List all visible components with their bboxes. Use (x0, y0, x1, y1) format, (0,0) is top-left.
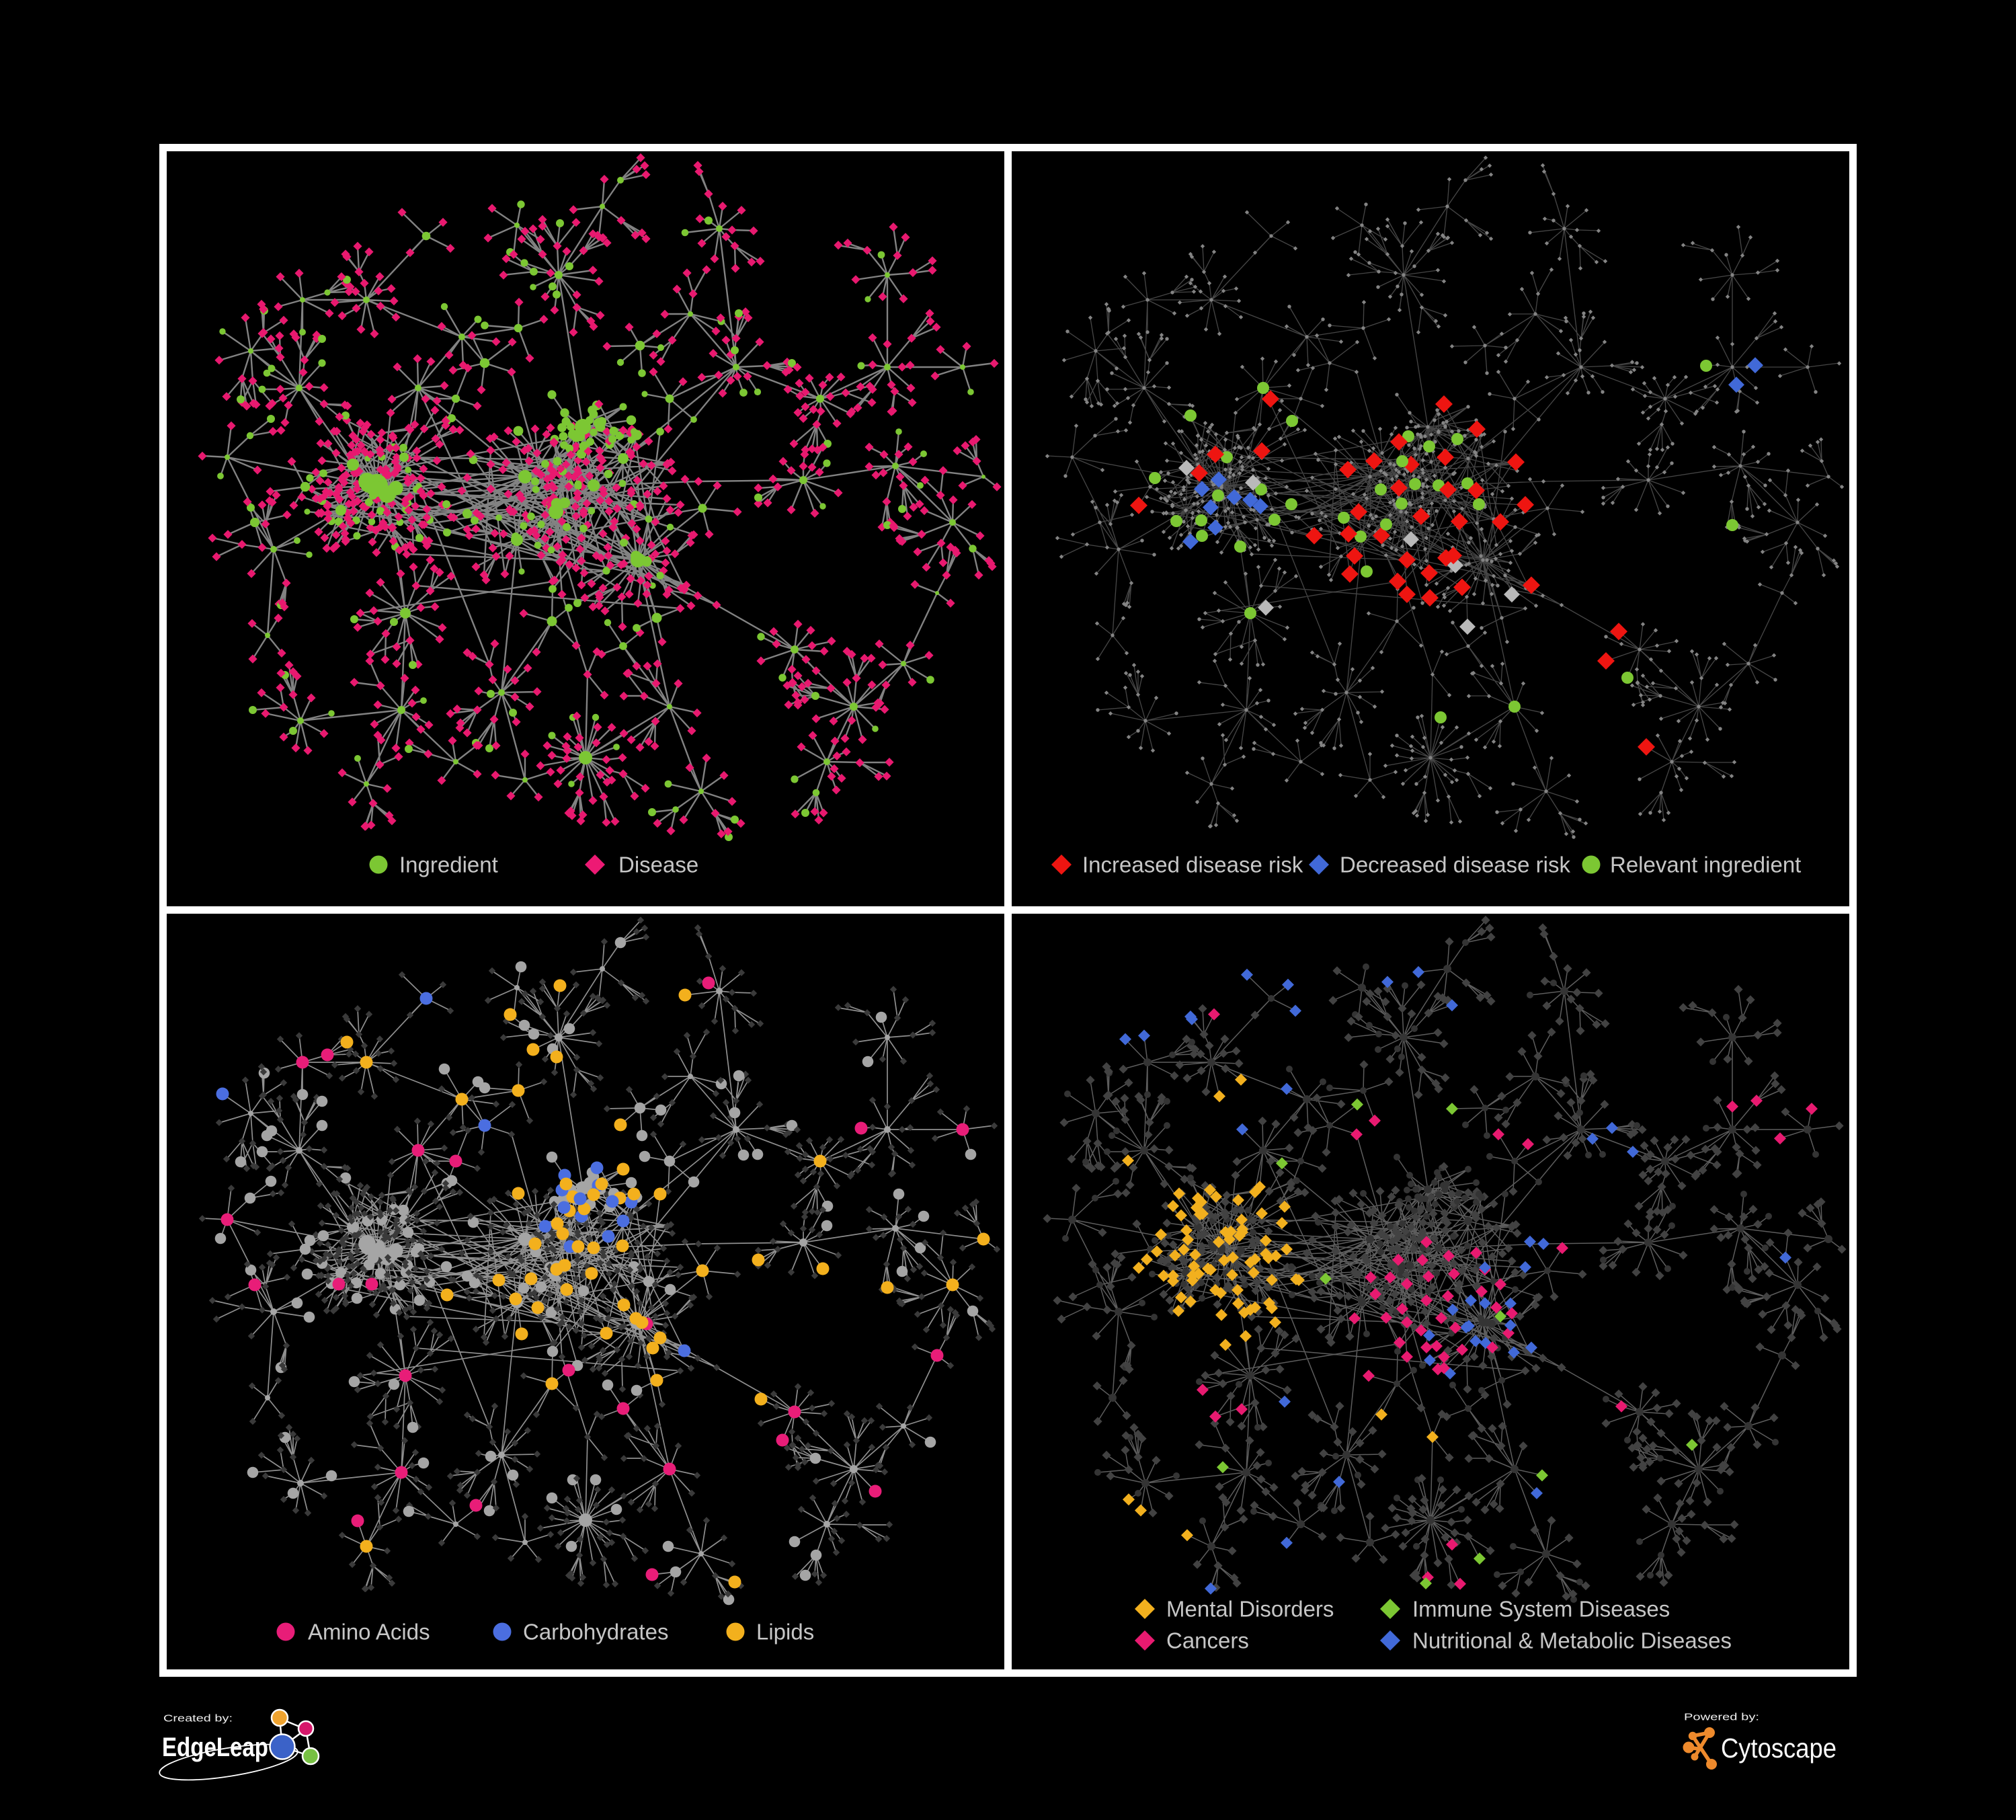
svg-text:Ingredient: Ingredient (399, 853, 498, 877)
svg-text:Cancers: Cancers (1166, 1628, 1249, 1653)
svg-text:Immune System Diseases: Immune System Diseases (1412, 1597, 1670, 1622)
svg-text:Nutritional & Metabolic Diseas: Nutritional & Metabolic Diseases (1412, 1628, 1732, 1653)
svg-text:Amino Acids: Amino Acids (308, 1620, 430, 1645)
svg-text:Mental Disorders: Mental Disorders (1166, 1597, 1334, 1622)
svg-text:Powered by:: Powered by: (1684, 1712, 1759, 1723)
svg-text:EdgeLeap: EdgeLeap (162, 1733, 268, 1762)
svg-text:Decreased disease risk: Decreased disease risk (1340, 853, 1570, 877)
svg-text:Carbohydrates: Carbohydrates (523, 1620, 668, 1645)
svg-text:Lipids: Lipids (756, 1620, 814, 1645)
svg-text:Disease: Disease (618, 853, 698, 877)
svg-text:Relevant ingredient: Relevant ingredient (1610, 853, 1801, 877)
svg-text:Created by:: Created by: (163, 1713, 233, 1725)
svg-text:Cytoscape: Cytoscape (1721, 1733, 1837, 1764)
svg-text:Increased disease risk: Increased disease risk (1082, 853, 1303, 877)
